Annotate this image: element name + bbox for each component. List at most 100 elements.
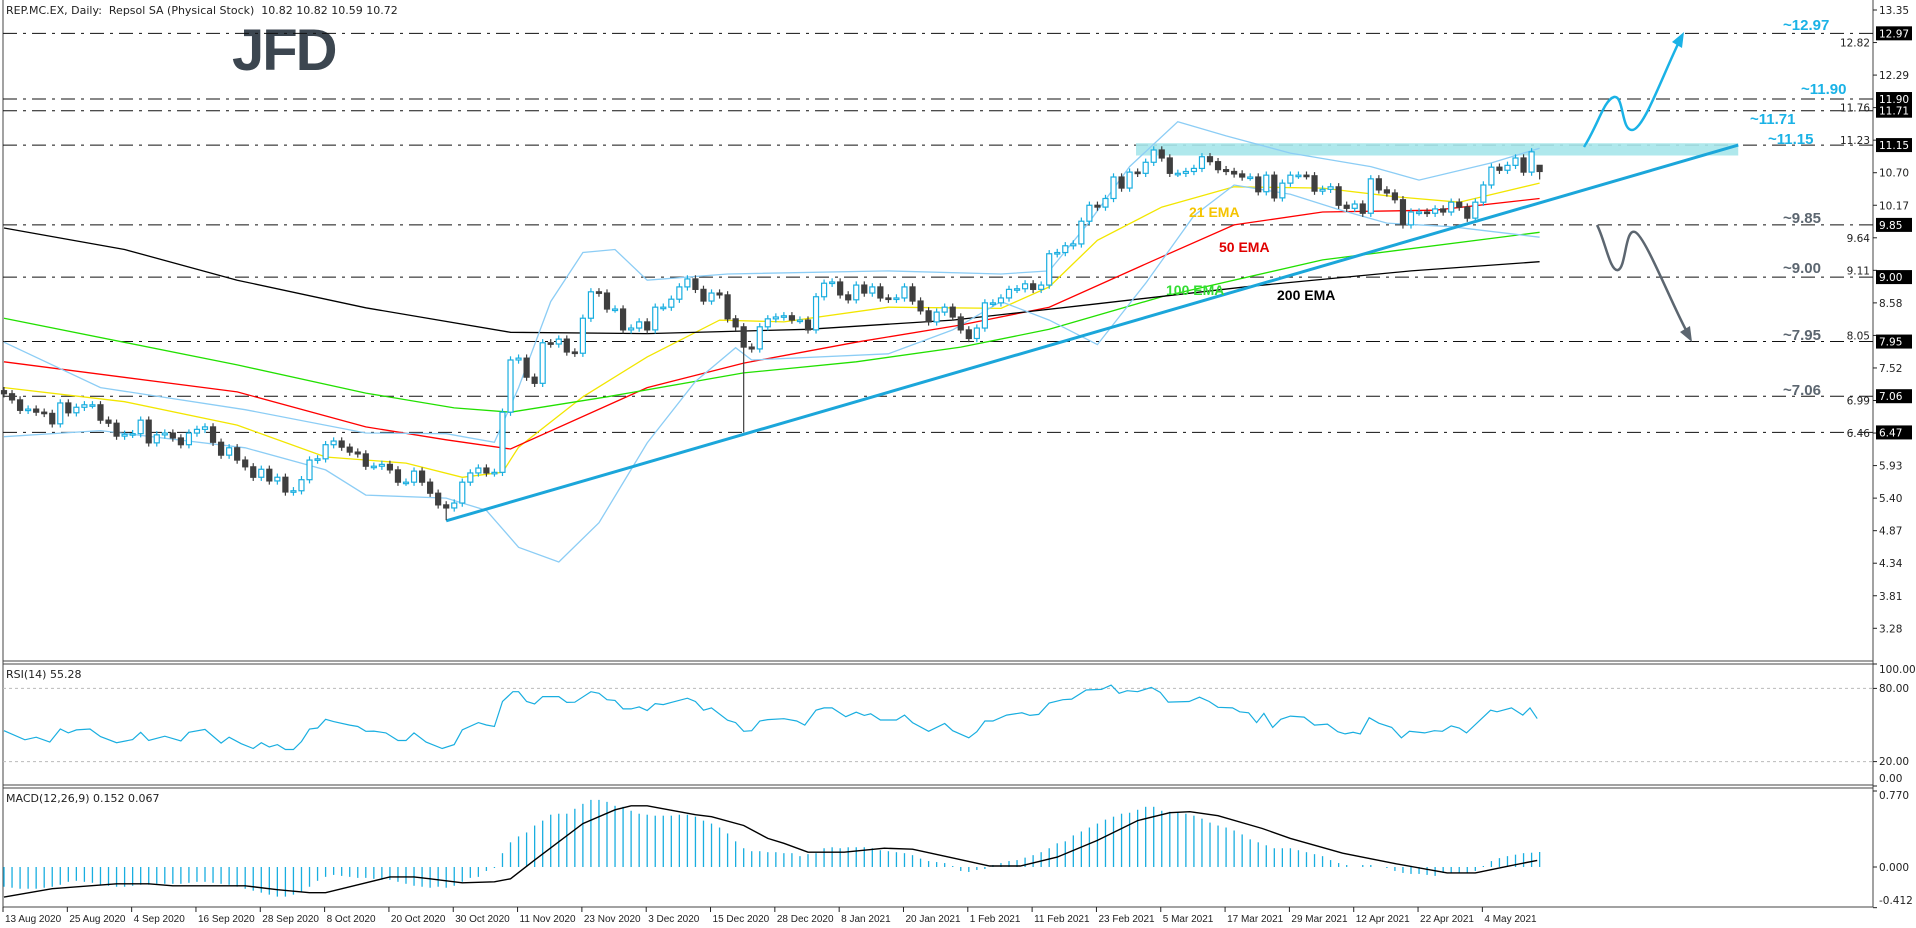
bull-candle — [1472, 201, 1479, 219]
bull-candle — [660, 306, 667, 310]
bull-candle — [1480, 184, 1487, 203]
bear-candle — [748, 346, 755, 350]
macd-panel: 0.770 0.000 -0.412 — [3, 790, 1913, 909]
bull-candle — [989, 302, 997, 305]
date-tick-label: 17 Mar 2021 — [1227, 914, 1284, 925]
bull-candle — [1110, 176, 1117, 200]
rsi-line — [3, 684, 1538, 751]
bull-candle — [499, 411, 506, 473]
bear-candle — [145, 419, 152, 444]
bull-candle — [153, 434, 160, 444]
bear-candle — [1239, 173, 1246, 178]
level-annotation: ~11.71 — [1750, 111, 1795, 128]
bull-candle — [1182, 170, 1189, 174]
level-price-label: 11.90 — [1879, 94, 1909, 106]
bear-candle — [1166, 157, 1173, 174]
bull-candle — [1263, 174, 1270, 193]
bull-candle — [1279, 182, 1286, 199]
bull-candle — [1021, 283, 1029, 290]
bull-candle — [708, 292, 715, 302]
bull-candle — [1247, 176, 1254, 180]
date-axis: 13 Aug 2020 25 Aug 2020 4 Sep 2020 16 Sep 2… — [2, 907, 1537, 925]
bull-candle — [1198, 156, 1206, 170]
bear-candle — [443, 504, 450, 509]
bull-candle — [1190, 167, 1198, 173]
date-tick-label: 8 Jan 2021 — [841, 914, 891, 925]
bull-candle — [973, 327, 980, 340]
bull-candle — [611, 308, 619, 312]
bear-candle — [1158, 149, 1165, 159]
bull-candle — [306, 459, 313, 481]
bear-candle — [917, 300, 924, 312]
bull-candle — [555, 338, 562, 345]
scenario-arrows — [1582, 32, 1692, 342]
bull-candle — [1367, 178, 1374, 214]
ema100-label: 100 EMA — [1166, 282, 1224, 298]
date-tick-label: 22 Apr 2021 — [1420, 914, 1474, 925]
bear-candle — [788, 315, 796, 321]
ohlc-values: 10.82 10.82 10.59 10.72 — [261, 4, 398, 17]
date-tick-label: 16 Sep 2020 — [198, 914, 255, 925]
bear-candle — [563, 338, 570, 353]
bull-candle — [1046, 253, 1053, 286]
bull-candle — [314, 458, 321, 461]
bull-candle — [812, 296, 820, 331]
bear-candle — [362, 453, 369, 467]
bear-candle — [1335, 186, 1342, 206]
level-annotation: ~7.06 — [1783, 382, 1821, 399]
bull-candle — [57, 402, 64, 425]
level-price-box — [1876, 92, 1912, 107]
jfd-logo: JFD — [232, 18, 338, 83]
level-price-box — [1876, 103, 1912, 118]
price-tick-label: 5.40 — [1879, 493, 1902, 505]
bull-candle — [129, 433, 136, 436]
bull-candle — [676, 286, 683, 300]
macd-signal-line — [3, 805, 1538, 898]
bull-candle — [587, 291, 595, 319]
bull-candle — [467, 472, 474, 483]
bull-candle — [1062, 245, 1069, 254]
level-annotation: ~11.15 — [1768, 131, 1813, 148]
bear-candle — [1464, 206, 1471, 219]
price-tick-label: 8.05 — [1847, 330, 1870, 342]
bear-candle — [209, 426, 217, 443]
bull-candle — [829, 281, 836, 285]
bear-candle — [1423, 211, 1431, 215]
bear-candle — [1231, 170, 1238, 175]
bear-candle — [877, 286, 884, 299]
bear-candle — [885, 297, 892, 301]
price-tick-label: 13.35 — [1879, 5, 1909, 17]
level-annotation: ~9.00 — [1783, 260, 1821, 277]
level-price-box — [1876, 425, 1912, 440]
bollinger-lower-line — [3, 184, 1540, 563]
date-tick-label: 3 Dec 2020 — [648, 914, 700, 925]
bull-candle — [226, 447, 233, 456]
bull-candle — [869, 286, 876, 294]
bull-candle — [193, 428, 201, 434]
price-tick-label: 4.87 — [1879, 526, 1902, 538]
indicator-lines — [3, 120, 1540, 563]
bear-candle — [909, 286, 916, 302]
bear-candle — [250, 466, 257, 478]
bull-candle — [370, 465, 377, 469]
level-price-label: 11.15 — [1879, 140, 1909, 152]
bull-candle — [1150, 149, 1157, 163]
bear-candle — [16, 399, 24, 411]
bear-candle — [925, 310, 932, 323]
bull-candle — [901, 286, 908, 299]
level-price-label: 9.85 — [1879, 220, 1902, 232]
bear-candle — [483, 467, 490, 474]
bear-candle — [1343, 204, 1350, 209]
instrument-description: Repsol SA (Physical Stock) — [108, 4, 255, 17]
bearish-arrowhead-icon — [1680, 326, 1692, 342]
bear-candle — [1456, 201, 1463, 208]
bull-candle — [1415, 211, 1423, 215]
bear-candle — [1399, 199, 1407, 226]
bull-candle — [1528, 151, 1535, 173]
bull-candle — [1142, 161, 1149, 174]
bear-candle — [1520, 157, 1527, 173]
level-price-box — [1876, 270, 1912, 285]
bear-candle — [949, 306, 956, 318]
level-annotation: ~9.85 — [1783, 210, 1821, 227]
